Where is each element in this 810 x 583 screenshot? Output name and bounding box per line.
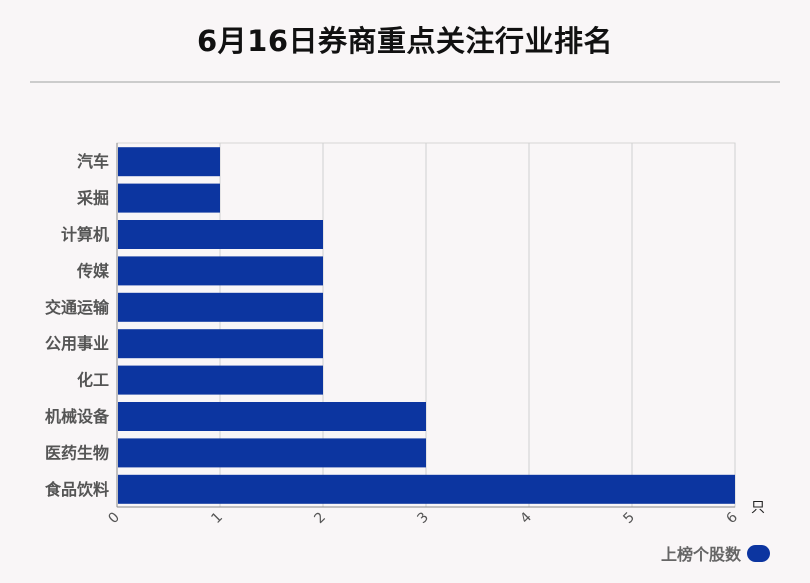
legend-label: 上榜个股数 bbox=[660, 545, 741, 564]
x-tick-label: 3 bbox=[414, 509, 432, 527]
category-label: 采掘 bbox=[76, 189, 109, 208]
title-divider bbox=[30, 81, 780, 83]
bar-传媒 bbox=[118, 256, 323, 286]
bar-公用事业 bbox=[118, 329, 323, 359]
x-tick-label: 6 bbox=[723, 509, 741, 527]
bar-汽车 bbox=[118, 147, 220, 177]
bar-食品饮料 bbox=[118, 474, 735, 504]
bar-交通运输 bbox=[118, 292, 323, 322]
category-label: 汽车 bbox=[77, 152, 109, 171]
x-tick-label: 2 bbox=[311, 509, 329, 527]
bar-机械设备 bbox=[118, 402, 426, 431]
category-label: 医药生物 bbox=[45, 443, 109, 462]
category-label: 交通运输 bbox=[45, 298, 110, 317]
category-label: 传媒 bbox=[76, 261, 110, 280]
category-label: 食品饮料 bbox=[44, 480, 109, 499]
legend[interactable]: 上榜个股数 bbox=[661, 541, 770, 565]
category-label: 计算机 bbox=[61, 225, 109, 244]
x-tick-label: 1 bbox=[208, 509, 226, 527]
bar-化工 bbox=[118, 365, 323, 395]
legend-swatch bbox=[747, 544, 770, 562]
bar-采掘 bbox=[118, 183, 220, 213]
category-label: 化工 bbox=[77, 371, 109, 390]
bar-医药生物 bbox=[118, 438, 426, 468]
x-tick-label: 5 bbox=[620, 509, 638, 527]
category-label: 公用事业 bbox=[45, 334, 109, 353]
chart-title: 6月16日券商重点关注行业排名 bbox=[196, 24, 614, 58]
category-label: 机械设备 bbox=[45, 407, 110, 426]
x-unit-label: 只 bbox=[751, 500, 765, 516]
x-tick-label: 4 bbox=[517, 509, 535, 527]
bar-计算机 bbox=[118, 220, 323, 249]
x-tick-label: 0 bbox=[105, 509, 123, 527]
